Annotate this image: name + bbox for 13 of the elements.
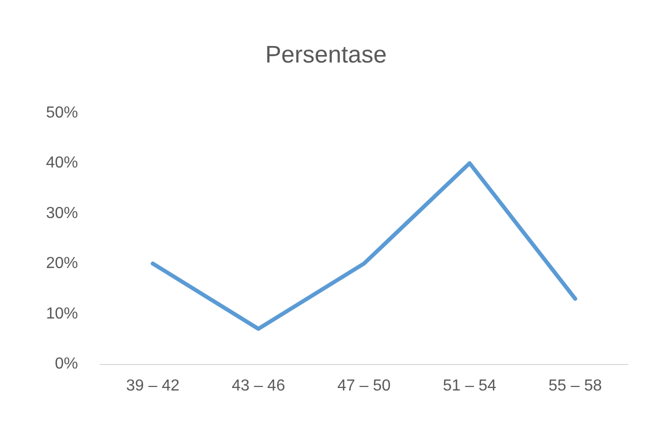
x-tick-label: 55 – 58: [548, 378, 602, 394]
y-tick-label: 50%: [46, 104, 78, 122]
line-series: [150, 161, 578, 331]
x-tick-label: 47 – 50: [337, 378, 391, 394]
y-tick-label: 10%: [46, 305, 78, 322]
y-tick-label: 40%: [46, 154, 78, 172]
y-tick-label: 20%: [46, 255, 78, 272]
chart-title: Persentase: [265, 42, 387, 68]
x-tick-label: 43 – 46: [232, 378, 286, 394]
y-tick-label: 0%: [54, 356, 78, 372]
x-tick-label: 39 – 42: [126, 378, 180, 394]
y-tick-label: 30%: [46, 204, 78, 222]
x-tick-label: 51 – 54: [442, 378, 496, 394]
